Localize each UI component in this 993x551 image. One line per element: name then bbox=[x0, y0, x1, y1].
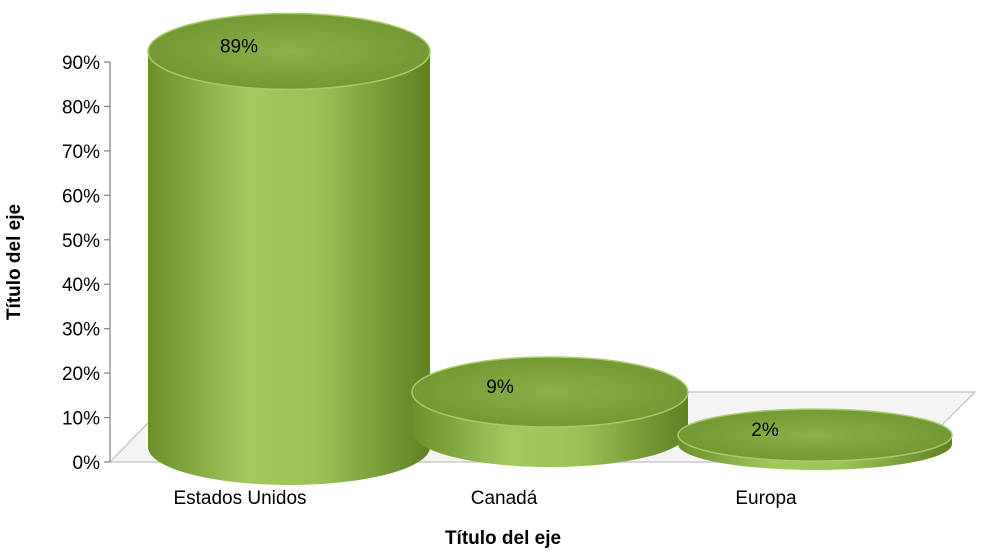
data-label: 9% bbox=[486, 377, 514, 398]
category-label: Europa bbox=[735, 488, 797, 509]
bar-top bbox=[411, 356, 689, 428]
y-tick-label: 70% bbox=[62, 142, 100, 163]
x-axis-title: Título del eje bbox=[445, 528, 561, 549]
bar-cylinder: 89% bbox=[147, 12, 431, 485]
data-label: 89% bbox=[220, 36, 258, 57]
data-label: 2% bbox=[751, 420, 779, 441]
bar-top bbox=[147, 12, 431, 91]
bar-cylinder: 9% bbox=[411, 356, 689, 467]
category-labels: Estados Unidos Canadá Europa bbox=[173, 488, 797, 509]
category-label: Canadá bbox=[471, 488, 538, 509]
y-tick-label: 30% bbox=[62, 320, 100, 341]
y-tick-label: 80% bbox=[62, 97, 100, 118]
y-tick-label: 10% bbox=[62, 409, 100, 430]
category-label: Estados Unidos bbox=[173, 488, 306, 509]
y-tick-label: 60% bbox=[62, 186, 100, 207]
bar-body bbox=[148, 51, 430, 485]
y-axis-ticks: 0% 10% 20% 30% 40% 50% 60% 70% 80% 90% bbox=[62, 53, 110, 474]
y-axis-title: Título del eje bbox=[4, 204, 25, 320]
y-tick-label: 0% bbox=[73, 453, 101, 474]
bar-top bbox=[677, 408, 953, 462]
y-tick-label: 90% bbox=[62, 53, 100, 74]
bars: 89% 9% 2% bbox=[147, 12, 953, 485]
y-tick-label: 40% bbox=[62, 275, 100, 296]
y-tick-label: 50% bbox=[62, 231, 100, 252]
bar-cylinder: 2% bbox=[677, 408, 953, 470]
y-tick-label: 20% bbox=[62, 364, 100, 385]
